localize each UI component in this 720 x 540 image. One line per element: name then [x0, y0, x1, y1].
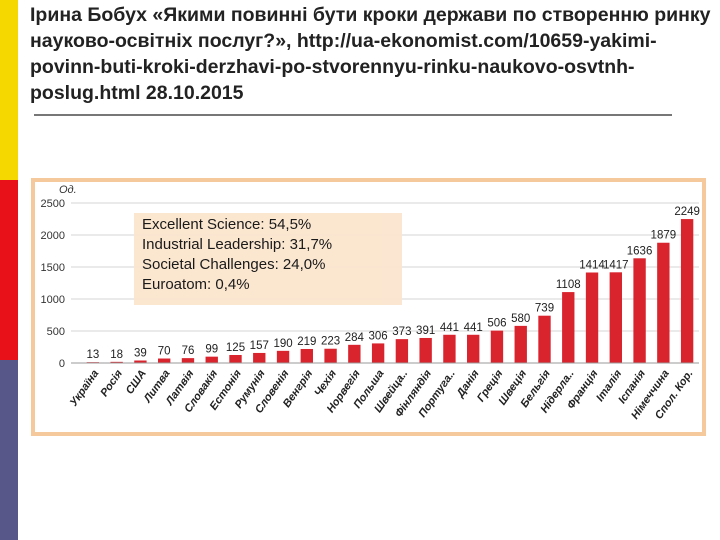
bar-value-label: 506: [487, 318, 506, 330]
bar: [562, 292, 575, 363]
bar: [253, 352, 266, 363]
x-tick-label: Україна: [68, 368, 102, 409]
title-divider: [34, 114, 672, 116]
bar-value-label: 2249: [674, 206, 700, 218]
bar-value-label: 1108: [556, 279, 581, 291]
bar-value-label: 373: [392, 326, 411, 338]
bar: [538, 315, 551, 363]
legend-item-excellent-science: Excellent Science: 54,5%: [142, 216, 312, 233]
accent-bar-blue: [0, 360, 18, 540]
bar-value-label: 13: [86, 349, 99, 361]
bar: [633, 258, 646, 363]
bar: [395, 339, 409, 363]
y-tick-label: 1500: [41, 262, 65, 274]
bar-value-label: 76: [182, 345, 195, 357]
bar: [585, 272, 599, 363]
legend-item-industrial-leadership: Industrial Leadership: 31,7%: [142, 236, 333, 253]
y-axis-label: Од.: [59, 184, 77, 196]
bar-value-label: 306: [369, 330, 388, 342]
bar-value-label: 125: [226, 342, 245, 354]
bar-value-label: 190: [273, 338, 292, 350]
bar: [276, 350, 290, 363]
bar: [110, 361, 123, 363]
bar: [680, 219, 694, 363]
y-tick-label: 2500: [41, 198, 65, 210]
bar: [158, 358, 171, 363]
bar-value-label: 284: [345, 332, 365, 344]
bar-value-label: 70: [158, 346, 171, 358]
bar: [134, 360, 147, 363]
bar-value-label: 391: [416, 325, 435, 337]
bar-value-label: 99: [205, 344, 218, 356]
legend-item-euroatom: Euroatom: 0,4%: [142, 276, 250, 293]
bar-value-label: 580: [511, 313, 530, 325]
bar-value-label: 18: [110, 349, 123, 361]
bar: [657, 242, 670, 363]
bar: [229, 355, 242, 363]
bar-value-label: 739: [535, 303, 554, 315]
legend-box: Excellent Science: 54,5% Industrial Lead…: [134, 213, 402, 305]
bar-value-label: 441: [440, 322, 459, 334]
bar-value-label: 223: [321, 336, 340, 348]
bar: [371, 343, 385, 363]
bar: [467, 334, 480, 363]
bar: [205, 356, 218, 363]
bar-value-label: 157: [250, 340, 269, 352]
bar-value-label: 39: [134, 348, 147, 360]
bar-value-label: 1417: [603, 259, 629, 271]
legend-item-societal-challenges: Societal Challenges: 24,0%: [142, 256, 326, 273]
bar-value-label: 219: [297, 336, 316, 348]
bar: [348, 344, 361, 363]
bar-value-label: 1879: [651, 230, 677, 242]
x-tick-label: Росія: [98, 367, 125, 399]
bar: [324, 348, 337, 363]
y-tick-label: 0: [59, 358, 65, 370]
bar: [300, 348, 313, 363]
bar-value-label: 1414: [579, 260, 605, 272]
bar: [514, 325, 527, 363]
accent-bar-yellow: [0, 0, 18, 180]
bar: [181, 358, 195, 363]
y-tick-label: 1000: [41, 294, 65, 306]
accent-bar-red: [0, 180, 18, 360]
bar-value-label: 1636: [627, 245, 653, 257]
bar: [419, 337, 432, 363]
bar: [490, 330, 504, 363]
bar-value-label: 441: [464, 322, 483, 334]
bar: [609, 272, 622, 363]
slide-title: Ірина Бобух «Якими повинні бути кроки де…: [30, 4, 711, 104]
bar: [443, 334, 456, 363]
y-tick-label: 2000: [41, 230, 65, 242]
y-tick-label: 500: [47, 326, 65, 338]
bar-chart: 0 500 1000 1500 2000 2500 Од. 13 18 39 70 76 99 125 15…: [41, 184, 700, 422]
